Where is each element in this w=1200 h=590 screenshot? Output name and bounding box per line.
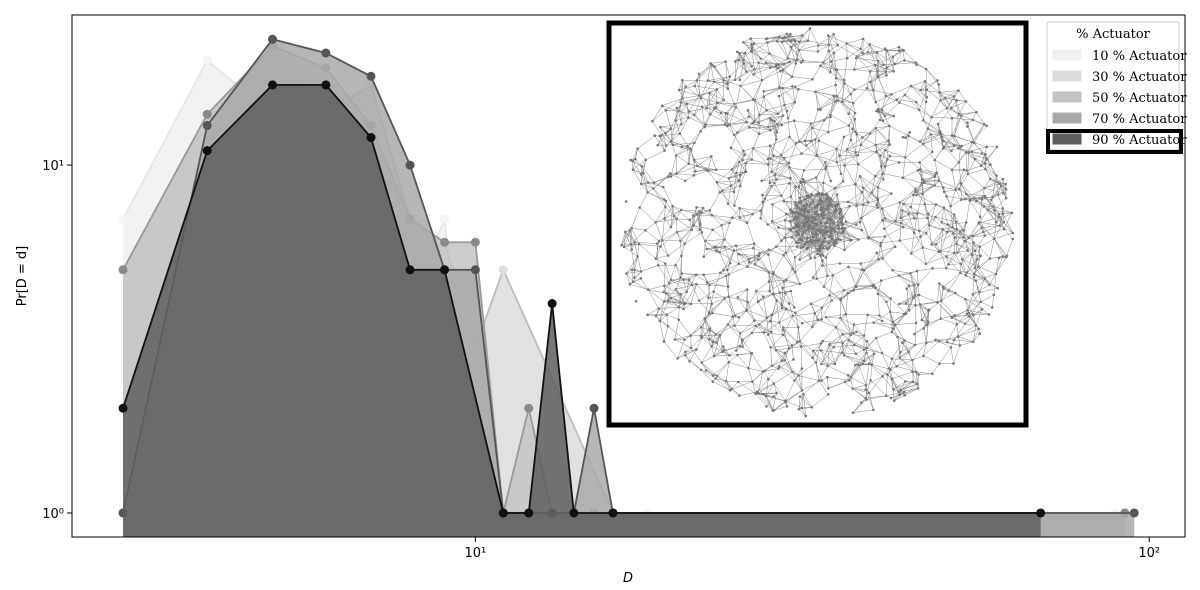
marker — [569, 508, 579, 518]
legend-highlight — [1046, 129, 1183, 154]
plot-area — [118, 34, 1139, 538]
axes-frame — [71, 14, 1186, 538]
marker — [366, 71, 376, 81]
marker — [470, 265, 480, 275]
x-tick-label: 10¹ — [464, 546, 486, 561]
marker — [440, 237, 450, 247]
line — [122, 38, 1135, 514]
marker — [202, 109, 212, 119]
legend-swatch — [1052, 133, 1082, 145]
y-tick-label: 10⁰ — [42, 507, 64, 522]
legend-swatch — [1052, 112, 1082, 124]
legend-label: 50 % Actuator — [1092, 91, 1187, 106]
marker — [202, 146, 212, 156]
area — [123, 84, 1041, 537]
marker — [268, 34, 278, 44]
marker — [498, 265, 508, 275]
marker — [118, 265, 128, 275]
marker — [524, 508, 534, 518]
legend: % Actuator 10 % Actuator 30 % Actuator 50 %… — [1046, 21, 1187, 154]
marker — [589, 403, 599, 413]
legend-label: 70 % Actuator — [1092, 112, 1187, 127]
marker — [118, 214, 128, 224]
marker — [321, 80, 331, 90]
legend-label: 30 % Actuator — [1092, 70, 1187, 85]
legend-swatch — [1052, 49, 1082, 61]
legend-label: 90 % Actuator — [1092, 133, 1187, 148]
marker — [405, 160, 415, 170]
legend-label: 10 % Actuator — [1092, 49, 1187, 64]
marker — [547, 299, 557, 309]
marker — [1129, 508, 1139, 518]
marker — [202, 120, 212, 130]
marker — [498, 508, 508, 518]
legend-swatch — [1052, 91, 1082, 103]
marker — [608, 508, 618, 518]
inset-frame — [606, 20, 1029, 428]
y-tick-label: 10¹ — [42, 159, 64, 174]
network-inset — [609, 23, 1026, 425]
marker — [405, 265, 415, 275]
x-tick-label: 10² — [1138, 546, 1160, 561]
x-axis-label: D — [623, 571, 633, 586]
legend-swatch — [1052, 70, 1082, 82]
marker — [202, 55, 212, 65]
marker — [118, 403, 128, 413]
marker — [1036, 508, 1046, 518]
marker — [440, 265, 450, 275]
marker — [440, 214, 450, 224]
legend-title: % Actuator — [1076, 27, 1151, 42]
marker — [268, 80, 278, 90]
marker — [524, 403, 534, 413]
marker — [321, 48, 331, 58]
marker — [470, 237, 480, 247]
y-axis-label: Pr[D = d] — [15, 246, 30, 307]
marker — [366, 133, 376, 143]
